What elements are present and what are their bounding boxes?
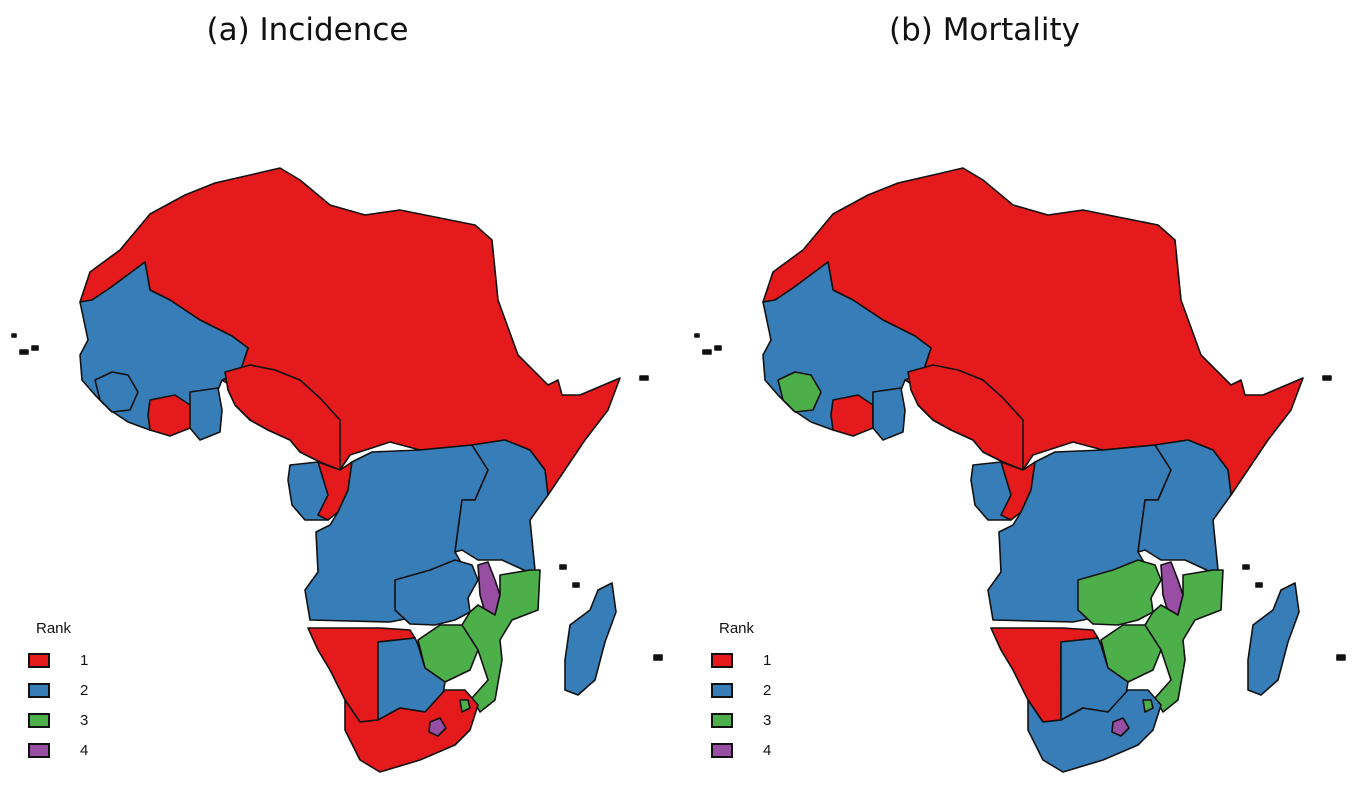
region-lesotho: [428, 717, 447, 737]
legend-label: 2: [763, 681, 772, 699]
legend-swatch-rank-1: [28, 652, 50, 668]
legend-item: 4: [28, 735, 88, 765]
legend-swatch-rank-3: [711, 712, 733, 728]
region-lesotho: [1111, 717, 1130, 737]
island-shape: [31, 345, 39, 351]
legend-label: 1: [763, 651, 772, 669]
legend-item: 2: [711, 675, 771, 705]
incidence-legend: Rank 1 2 3 4: [28, 620, 88, 765]
legend-item: 2: [28, 675, 88, 705]
incidence-map: [11, 167, 663, 773]
region-zambia: [1077, 559, 1162, 626]
region-swaziland: [1142, 699, 1154, 713]
legend-item: 1: [711, 645, 771, 675]
island-shape: [702, 349, 712, 355]
region-madagascar: [564, 582, 617, 696]
island-shape: [653, 654, 663, 661]
region-swaziland: [459, 699, 471, 713]
island-shape: [19, 349, 29, 355]
mortality-map: [694, 167, 1346, 773]
legend-swatch-rank-2: [28, 682, 50, 698]
legend-label: 3: [80, 711, 89, 729]
island-shape: [559, 564, 567, 570]
region-east: [454, 439, 549, 573]
mortality-legend: Rank 1 2 3 4: [711, 620, 771, 765]
incidence-panel: (a) Incidence Rank 1 2 3 4: [11, 12, 663, 773]
region-ghana: [872, 387, 906, 441]
region-guinea: [94, 371, 139, 413]
region-mozambique: [1144, 569, 1224, 713]
legend-swatch-rank-1: [711, 652, 733, 668]
island-shape: [639, 375, 649, 381]
legend-swatch-rank-2: [711, 682, 733, 698]
island-shape: [694, 333, 700, 338]
island-shape: [1336, 654, 1346, 661]
region-guinea: [777, 371, 822, 413]
region-madagascar: [1247, 582, 1300, 696]
region-ghana: [189, 387, 223, 441]
legend-swatch-rank-3: [28, 712, 50, 728]
legend-swatch-rank-4: [28, 742, 50, 758]
legend-label: 2: [80, 681, 89, 699]
legend-item: 1: [28, 645, 88, 675]
region-ivory: [830, 394, 874, 437]
legend-label: 3: [763, 711, 772, 729]
region-ivory: [147, 394, 191, 437]
island-shape: [11, 333, 17, 338]
mortality-panel: (b) Mortality Rank 1 2 3 4: [683, 0, 1366, 800]
island-shape: [1242, 564, 1250, 570]
legend-label: 1: [80, 651, 89, 669]
legend-label: 4: [80, 741, 89, 759]
island-shape: [714, 345, 722, 351]
legend-title: Rank: [36, 620, 72, 637]
legend-item: 4: [711, 735, 771, 765]
region-southafrica: [1027, 689, 1162, 773]
region-east: [1137, 439, 1232, 573]
region-mozambique: [461, 569, 541, 713]
region-zambia: [394, 559, 479, 626]
legend-item: 3: [711, 705, 771, 735]
island-shape: [1322, 375, 1332, 381]
legend-title: Rank: [719, 620, 755, 637]
region-southafrica: [344, 689, 479, 773]
island-shape: [1255, 582, 1263, 588]
legend-item: 3: [28, 705, 88, 735]
island-shape: [572, 582, 580, 588]
legend-swatch-rank-4: [711, 742, 733, 758]
legend-label: 4: [763, 741, 772, 759]
panel-title-incidence: (a) Incidence: [206, 12, 409, 48]
panel-title-mortality: (b) Mortality: [888, 12, 1081, 48]
